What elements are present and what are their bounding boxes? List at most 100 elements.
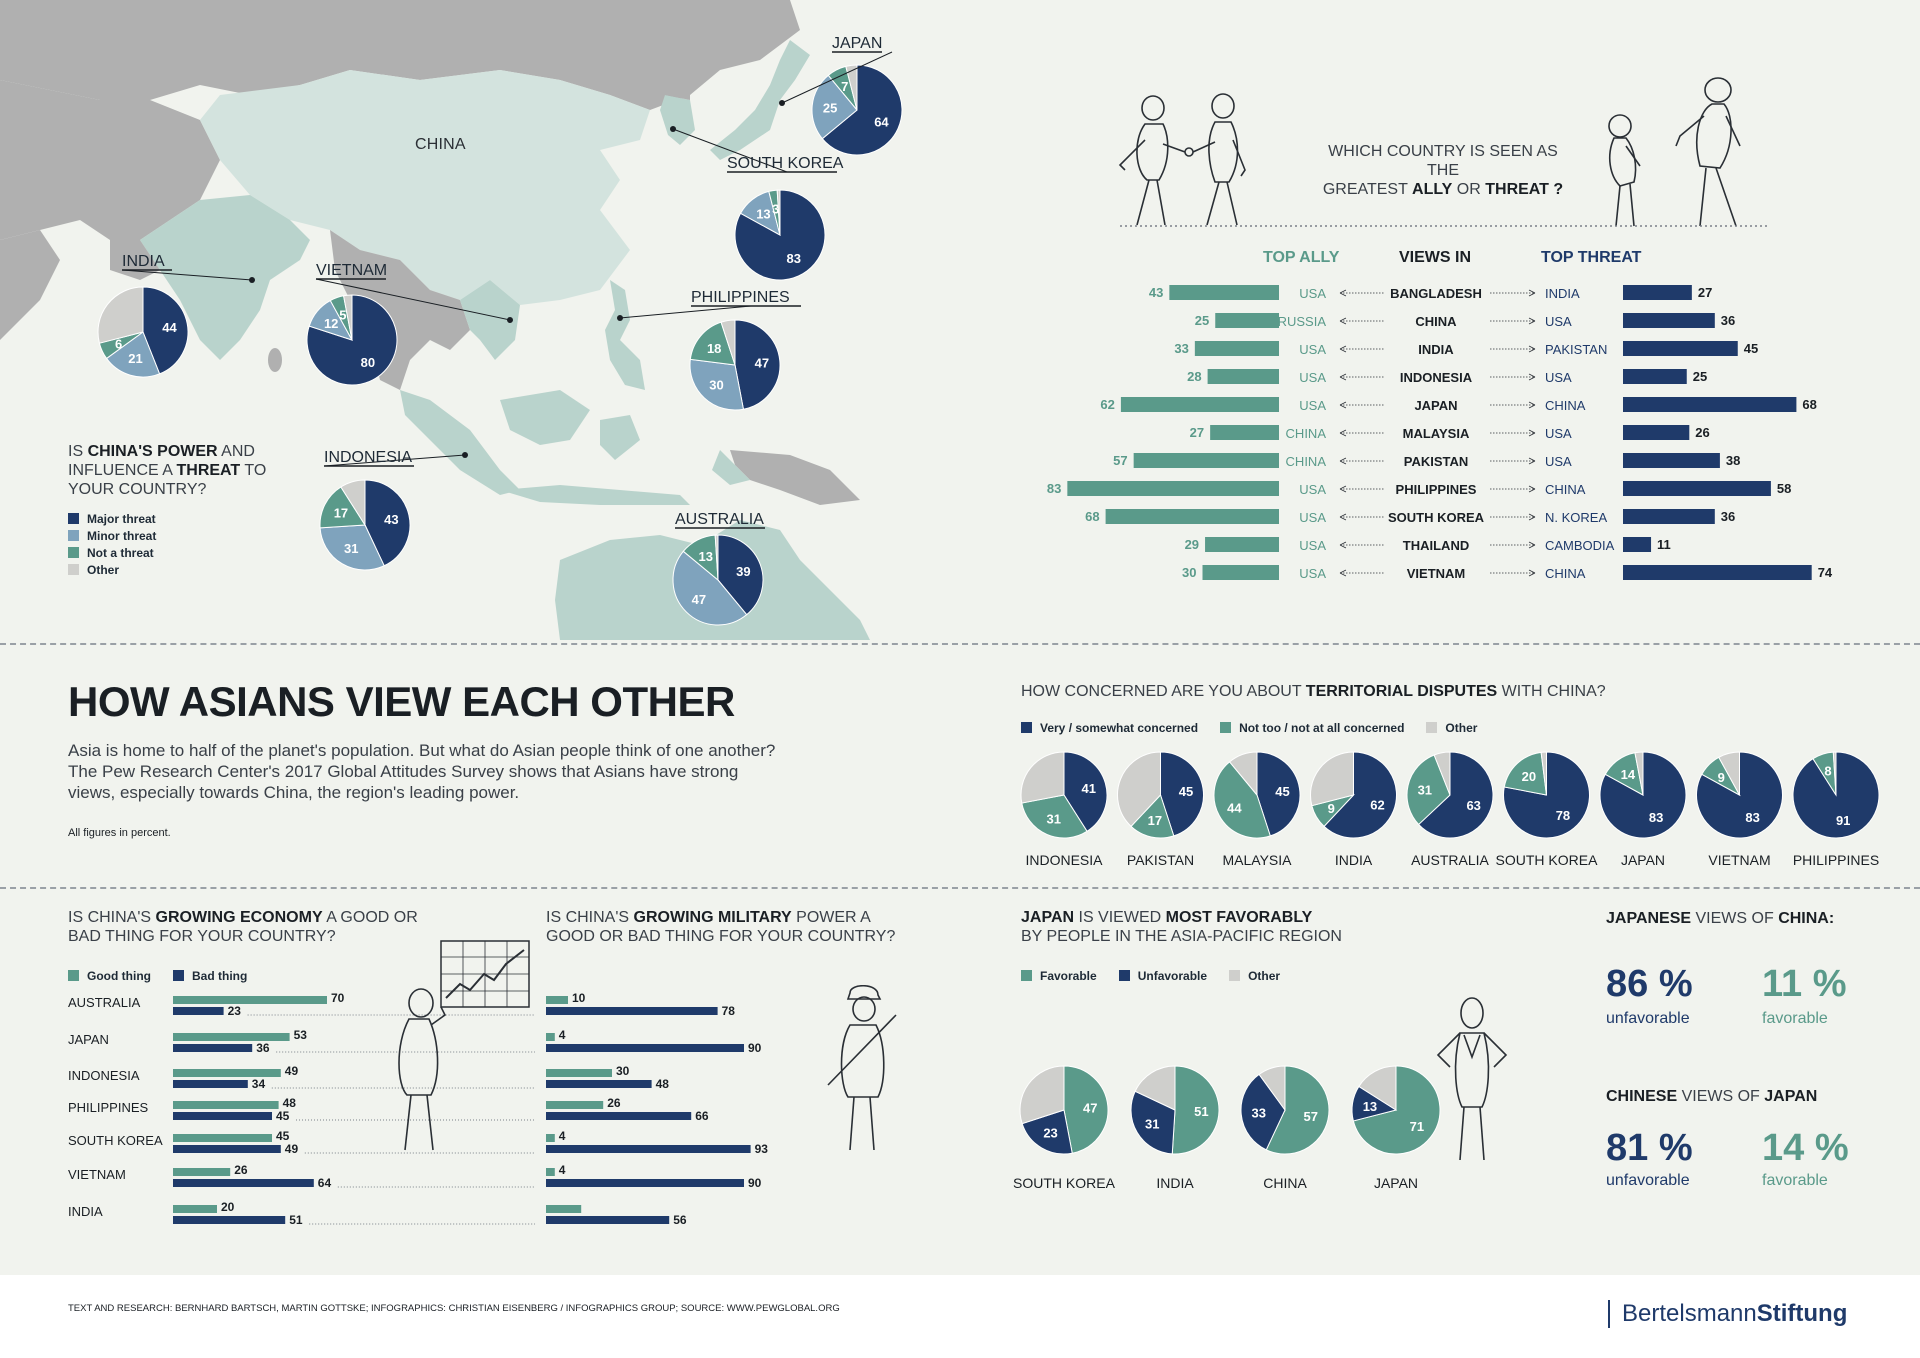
threat-india-slice-1 (105, 331, 161, 378)
dispute-pie-australia: 63 31 AUSTRALIA (1406, 751, 1494, 868)
threat-philippines-slice-1 (689, 358, 745, 411)
legend-major-threat: Major threat (68, 510, 156, 527)
econ-good-bar-philippines (173, 1101, 279, 1109)
threat-pie-vietnam: 80 125 VIETNAM (306, 262, 513, 386)
ally-threat-baseline (1120, 225, 1770, 227)
legend-swatch (68, 970, 79, 981)
military-question: IS CHINA'S GROWING MILITARY POWER A GOOD… (546, 909, 896, 945)
econ-bad-value-indonesia: 34 (252, 1077, 266, 1091)
ally-country-indonesia: USA (1299, 370, 1326, 385)
dispute-pie-japan: 83 14 JAPAN (1599, 751, 1687, 868)
threat-south-korea-slice-3 (776, 189, 781, 236)
threat-arrowhead-japan (1528, 401, 1536, 409)
ally-row-south-korea: 68 USA SOUTH KOREA N. KOREA 36 (1085, 509, 1735, 525)
ally-row-malaysia: 27 CHINA MALAYSIA USA 26 (1190, 425, 1710, 441)
ally-arrowhead-bangladesh (1339, 289, 1347, 297)
mil-good-bar-japan (546, 1033, 555, 1041)
threat-country-japan: JAPAN (832, 35, 882, 52)
threat-leader-philippines (619, 305, 752, 319)
threat-bar-china (1623, 313, 1715, 328)
econ-good-value-indonesia: 49 (285, 1064, 299, 1078)
dispute-malaysia-label-0: 45 (1275, 784, 1289, 799)
ally-threat-table: 43 USA BANGLADESH INDIA 27 25 RUSSIA CHINA USA 36… (1047, 285, 1833, 581)
favor-pie-china: 57 33 CHINA (1240, 1065, 1330, 1191)
china-map-label: CHINA (415, 136, 466, 153)
threat-vietnam-slice-3 (342, 294, 353, 341)
views-in-pakistan: PAKISTAN (1404, 454, 1469, 469)
threat-australia-label-1: 47 (692, 592, 706, 607)
ally-bar-pakistan (1133, 453, 1279, 468)
soldier-illustration (827, 985, 897, 1151)
jp-favorable-value: 11 % (1762, 963, 1847, 1005)
dispute-country-australia: AUSTRALIA (1411, 852, 1489, 868)
dispute-malaysia-label-1: 44 (1227, 800, 1242, 815)
favor-south-korea-slice-1 (1021, 1109, 1073, 1155)
econ-bad-value-japan: 36 (256, 1041, 270, 1055)
dispute-india-slice-2 (1310, 751, 1354, 807)
mil-good-value-japan: 4 (559, 1028, 566, 1042)
col-views-in: VIEWS IN (1399, 249, 1472, 266)
econ-country-india: INDIA (68, 1204, 103, 1219)
threat-country-south-korea: N. KOREA (1545, 510, 1607, 525)
legend-label: Bad thing (191, 968, 248, 983)
threat-value-pakistan: 38 (1726, 453, 1740, 468)
dispute-south-korea-slice-2 (1540, 751, 1547, 796)
threat-vietnam-label-2: 5 (339, 308, 346, 323)
footer-band (0, 1275, 1920, 1358)
favor-south-korea-label-0: 47 (1083, 1101, 1097, 1116)
ally-bar-china (1215, 313, 1279, 328)
threat-australia-slice-3 (714, 534, 719, 581)
ally-row-philippines: 83 USA PHILIPPINES CHINA 58 (1047, 481, 1791, 497)
ally-country-india: USA (1299, 342, 1326, 357)
favor-south-korea-slice-0 (1063, 1065, 1109, 1154)
econ-country-japan: JAPAN (68, 1032, 109, 1047)
dispute-south-korea-label-0: 78 (1556, 808, 1570, 823)
threat-japan-slice-0 (821, 64, 903, 156)
threat-country-india: PAKISTAN (1545, 342, 1607, 357)
ally-row-japan: 62 USA JAPAN CHINA 68 (1100, 397, 1817, 413)
threat-bar-bangladesh (1623, 285, 1692, 300)
dispute-vietnam-slice-0 (1696, 751, 1783, 839)
mil-bad-bar-south-korea (546, 1145, 751, 1153)
econ-bad-value-australia: 23 (228, 1004, 242, 1018)
ally-country-china: RUSSIA (1278, 314, 1327, 329)
threat-country-vietnam: VIETNAM (316, 262, 387, 279)
threat-arrowhead-south-korea (1528, 513, 1536, 521)
dispute-country-india: INDIA (1335, 852, 1373, 868)
econ-country-south-korea: SOUTH KOREA (68, 1133, 163, 1148)
econ-bad-bar-india (173, 1216, 286, 1224)
threat-value-south-korea: 36 (1721, 509, 1735, 524)
econ-good-value-india: 20 (221, 1200, 235, 1214)
dispute-japan-label-1: 14 (1621, 767, 1636, 782)
ally-arrowhead-philippines (1339, 485, 1347, 493)
dispute-japan-slice-0 (1599, 751, 1687, 839)
section-divider-2 (0, 887, 1920, 889)
threat-country-south-korea: SOUTH KOREA (727, 155, 844, 172)
econ-bad-bar-indonesia (173, 1080, 248, 1088)
ally-value-vietnam: 30 (1182, 565, 1196, 580)
dispute-pakistan-label-1: 17 (1148, 813, 1162, 828)
threat-india-slice-0 (142, 286, 189, 375)
favor-china-label-0: 57 (1304, 1109, 1318, 1124)
threat-value-bangladesh: 27 (1698, 285, 1712, 300)
threat-south-korea-label-1: 13 (756, 207, 770, 222)
mil-good-value-south-korea: 4 (559, 1129, 566, 1143)
econ-country-indonesia: INDONESIA (68, 1068, 140, 1083)
threat-arrowhead-vietnam (1528, 569, 1536, 577)
mil-good-bar-india (546, 1205, 582, 1213)
threat-japan-label-1: 25 (823, 100, 837, 115)
favor-pie-japan: 71 13 JAPAN (1351, 1065, 1441, 1191)
figures-note: All figures in percent. (68, 827, 171, 839)
mil-bad-value-japan: 90 (748, 1041, 762, 1055)
favor-india-slice-1 (1130, 1090, 1176, 1155)
econ-bad-bar-japan (173, 1044, 253, 1052)
mil-bad-bar-india (546, 1216, 670, 1224)
dispute-pakistan-label-0: 45 (1179, 784, 1193, 799)
legend-very-somewhat-concerned: Very / somewhat concerned (1021, 719, 1198, 736)
threat-pie-japan: 64 25 7 JAPAN (779, 35, 903, 156)
views-in-japan: JAPAN (1414, 398, 1457, 413)
ally-row-thailand: 29 USA THAILAND CAMBODIA 11 (1185, 537, 1671, 553)
econ-good-value-australia: 70 (331, 991, 345, 1005)
threat-arrowhead-china (1528, 317, 1536, 325)
